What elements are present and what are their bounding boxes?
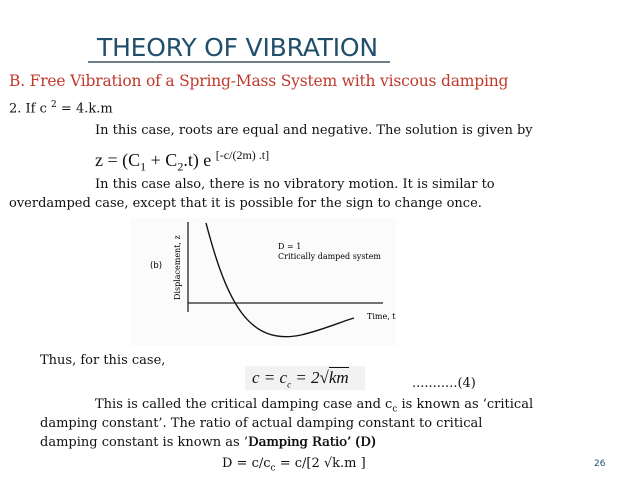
paragraph-critical-line3: damping constant is known as ‘Damping Ra… [40, 435, 376, 450]
eq-sub: 2 [177, 159, 184, 174]
eq-exponent: [-c/(2m) .t] [215, 148, 270, 162]
eq-sub: 1 [140, 159, 147, 174]
dr-part: D = c/c [222, 456, 271, 471]
critical-damping-graph: (b) Displacement, z Time, t D = 1 Critic… [131, 218, 396, 346]
panel-label: (b) [150, 261, 162, 271]
equation-reference: ...........(4) [412, 376, 476, 391]
eq-part: + C [146, 150, 178, 170]
paragraph-critical-line2: damping constant’. The ratio of actual d… [40, 416, 483, 431]
paragraph-critical-line1: This is called the critical damping case… [95, 397, 533, 415]
formula-rhs: = 2 [291, 368, 320, 387]
text-part: is known as ‘critical [397, 397, 534, 412]
x-axis-label: Time, t [367, 312, 396, 321]
formula-sub: c [287, 379, 292, 390]
eq-part: z = (C [95, 150, 141, 170]
page-number: 26 [594, 459, 606, 469]
legend-line2: Critically damped system [278, 252, 381, 261]
condition-line: 2. If c 2 = 4.k.m [9, 100, 113, 116]
condition-suffix: = 4.k.m [60, 101, 113, 117]
dr-part: = c/[2 √k.m ] [275, 456, 366, 471]
formula-background [245, 366, 365, 390]
solution-equation: z = (C1 + C2.t) e [-c/(2m) .t] [95, 148, 269, 175]
thus-line: Thus, for this case, [40, 353, 166, 368]
y-axis-label: Displacement, z [173, 235, 182, 300]
damping-ratio-definition: D = c/cc = c/[2 √k.m ] [222, 456, 366, 474]
dr-sub: c [270, 463, 276, 474]
eq-part: .t) e [183, 150, 216, 170]
legend-line1: D = 1 [278, 242, 301, 251]
condition-exponent: 2 [51, 100, 57, 110]
condition-prefix: 2. If c [9, 101, 47, 117]
section-subtitle: B. Free Vibration of a Spring-Mass Syste… [9, 72, 509, 90]
text-part: damping constant is known as ‘ [40, 435, 248, 450]
formula-lhs: c = c [252, 368, 288, 387]
sqrt-symbol: √ [319, 368, 329, 387]
critical-damping-formula: c = cc = 2√km [252, 367, 349, 390]
slide-title: THEORY OF VIBRATION [97, 33, 378, 62]
paragraph-no-vibration-line2: overdamped case, except that it is possi… [9, 196, 482, 211]
formula-root: km [328, 367, 349, 387]
graph-background [131, 218, 396, 346]
response-curve [205, 222, 355, 338]
text-sub: c [392, 404, 398, 415]
title-underline [88, 61, 390, 63]
text-part: This is called the critical damping case… [95, 397, 393, 412]
damping-ratio-term: Damping Ratio’ (D) [247, 435, 376, 450]
paragraph-roots: In this case, roots are equal and negati… [95, 123, 533, 138]
paragraph-no-vibration-line1: In this case also, there is no vibratory… [95, 177, 495, 192]
